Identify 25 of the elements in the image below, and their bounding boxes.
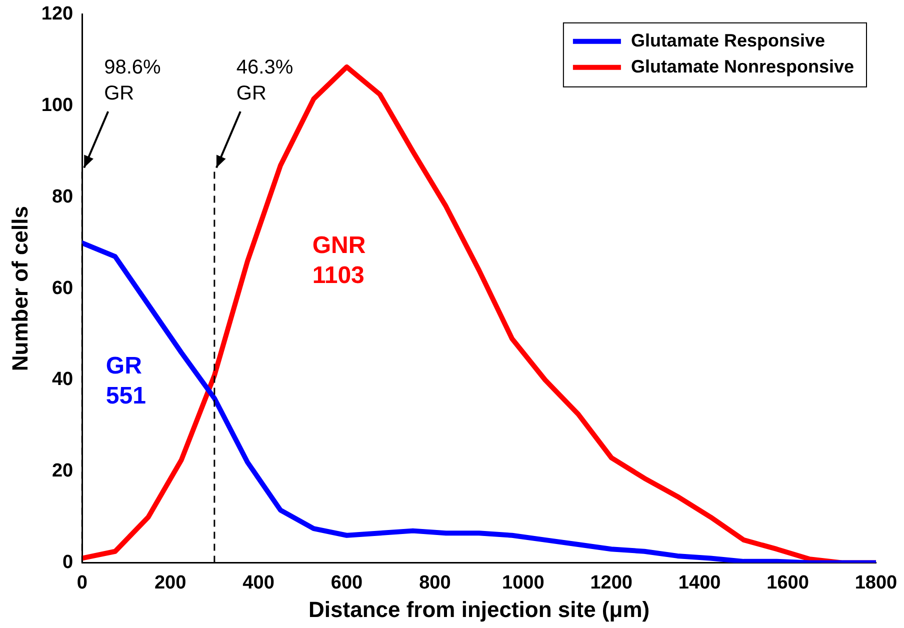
y-tick-label: 40 [52,369,74,390]
annotation: GNR 1103 [312,232,366,289]
x-axis-title: Distance from injection site (μm) [308,596,650,622]
y-tick-label: 0 [62,552,74,574]
x-tick-label: 1800 [854,572,898,594]
y-tick-label: 20 [52,460,74,482]
y-tick-label: 120 [41,4,74,25]
x-tick-label: 400 [242,572,274,594]
x-tick-label: 1600 [766,572,809,594]
y-tick-label: 60 [52,278,74,299]
ref-line-label: 98.6% GR [104,56,162,105]
y-tick-label: 100 [41,95,74,116]
x-tick-label: 1000 [502,572,544,594]
y-tick-label: 80 [52,186,74,208]
legend-label: Glutamate Responsive [630,30,826,50]
ref-line-label: 46.3% GR [236,56,294,105]
annotation: GR 551 [106,352,146,410]
x-tick-label: 1400 [678,572,721,594]
x-tick-label: 0 [76,572,88,594]
x-tick-label: 1200 [590,572,633,594]
x-tick-label: 800 [419,572,451,594]
y-axis-title: Number of cells [7,206,32,372]
x-tick-label: 600 [330,572,363,594]
x-tick-label: 200 [154,572,186,594]
legend-label: Glutamate Nonresponsive [630,56,854,76]
